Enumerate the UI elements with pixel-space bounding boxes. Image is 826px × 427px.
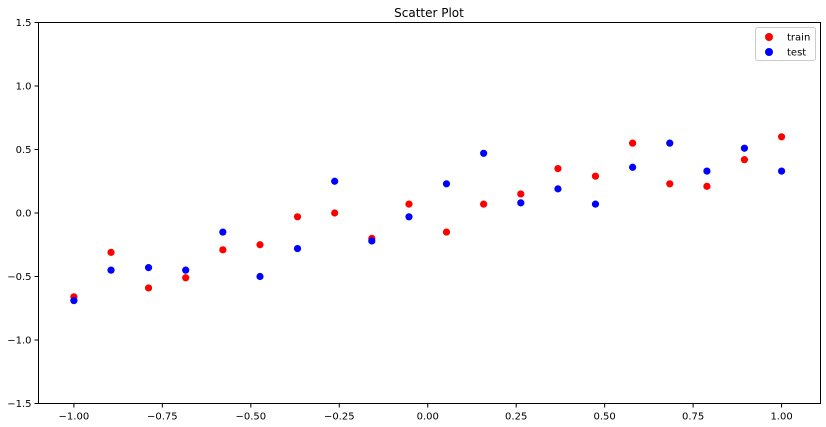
test-point	[703, 167, 711, 175]
x-tick-label: 0.00	[417, 412, 439, 423]
x-tick-label: −0.50	[235, 412, 266, 423]
legend-marker-train	[765, 33, 773, 41]
y-tick-label: 1.0	[16, 82, 32, 93]
train-point	[182, 274, 190, 282]
test-point	[256, 272, 264, 281]
test-point	[219, 228, 227, 236]
test-point	[442, 180, 451, 188]
data-points	[70, 133, 786, 305]
x-axis: −1.00 −0.75 −0.50 −0.25 0.00 0.25 0.50 0.75 1.00	[59, 403, 793, 423]
y-tick-label: 0.5	[16, 145, 32, 156]
test-point	[331, 177, 339, 185]
legend-marker-test	[765, 48, 773, 56]
test-point	[517, 199, 525, 207]
test-point	[777, 167, 786, 175]
test-point	[405, 213, 413, 221]
plot-area	[38, 22, 821, 404]
test-point	[554, 185, 562, 193]
test-point	[666, 139, 674, 147]
train-point	[405, 200, 413, 208]
train-point	[480, 200, 488, 208]
train-point	[629, 139, 637, 147]
train-point	[144, 284, 153, 292]
test-point	[293, 244, 302, 253]
x-tick-label: 0.50	[594, 412, 616, 423]
train-point	[554, 164, 562, 173]
train-point	[517, 190, 525, 198]
x-tick-label: 1.00	[770, 412, 792, 423]
x-tick-label: −1.00	[59, 412, 90, 423]
x-tick-label: −0.25	[324, 412, 355, 423]
train-point	[256, 241, 264, 249]
test-point	[480, 149, 488, 157]
train-point	[293, 213, 302, 221]
y-tick-label: −0.5	[7, 272, 31, 283]
test-point	[368, 237, 376, 245]
test-point	[591, 200, 600, 208]
y-tick-label: −1.0	[7, 336, 31, 347]
legend-label-train: train	[787, 33, 810, 44]
train-point	[107, 248, 115, 256]
train-point	[442, 228, 451, 236]
test-point	[740, 144, 749, 152]
train-point	[591, 172, 600, 180]
train-point	[777, 133, 786, 141]
chart-title: Scatter Plot	[394, 6, 464, 20]
train-point	[666, 180, 674, 188]
x-tick-label: −0.75	[147, 412, 178, 423]
test-point	[144, 264, 153, 272]
y-tick-label: 0.0	[16, 209, 32, 220]
train-point	[740, 156, 749, 164]
legend: train test	[755, 27, 816, 61]
x-tick-label: 0.75	[682, 412, 704, 423]
x-tick-label: 0.25	[505, 412, 527, 423]
train-point	[703, 182, 711, 190]
y-tick-label: 1.5	[16, 18, 32, 29]
test-point	[70, 297, 78, 305]
train-point	[331, 209, 339, 217]
test-point	[182, 266, 190, 274]
legend-label-test: test	[787, 48, 806, 59]
test-point	[629, 163, 637, 171]
y-axis: −1.5 −1.0 −0.5 0.0 0.5 1.0 1.5	[7, 18, 39, 410]
train-point	[219, 246, 227, 254]
y-tick-label: −1.5	[7, 399, 31, 410]
test-point	[107, 266, 115, 274]
